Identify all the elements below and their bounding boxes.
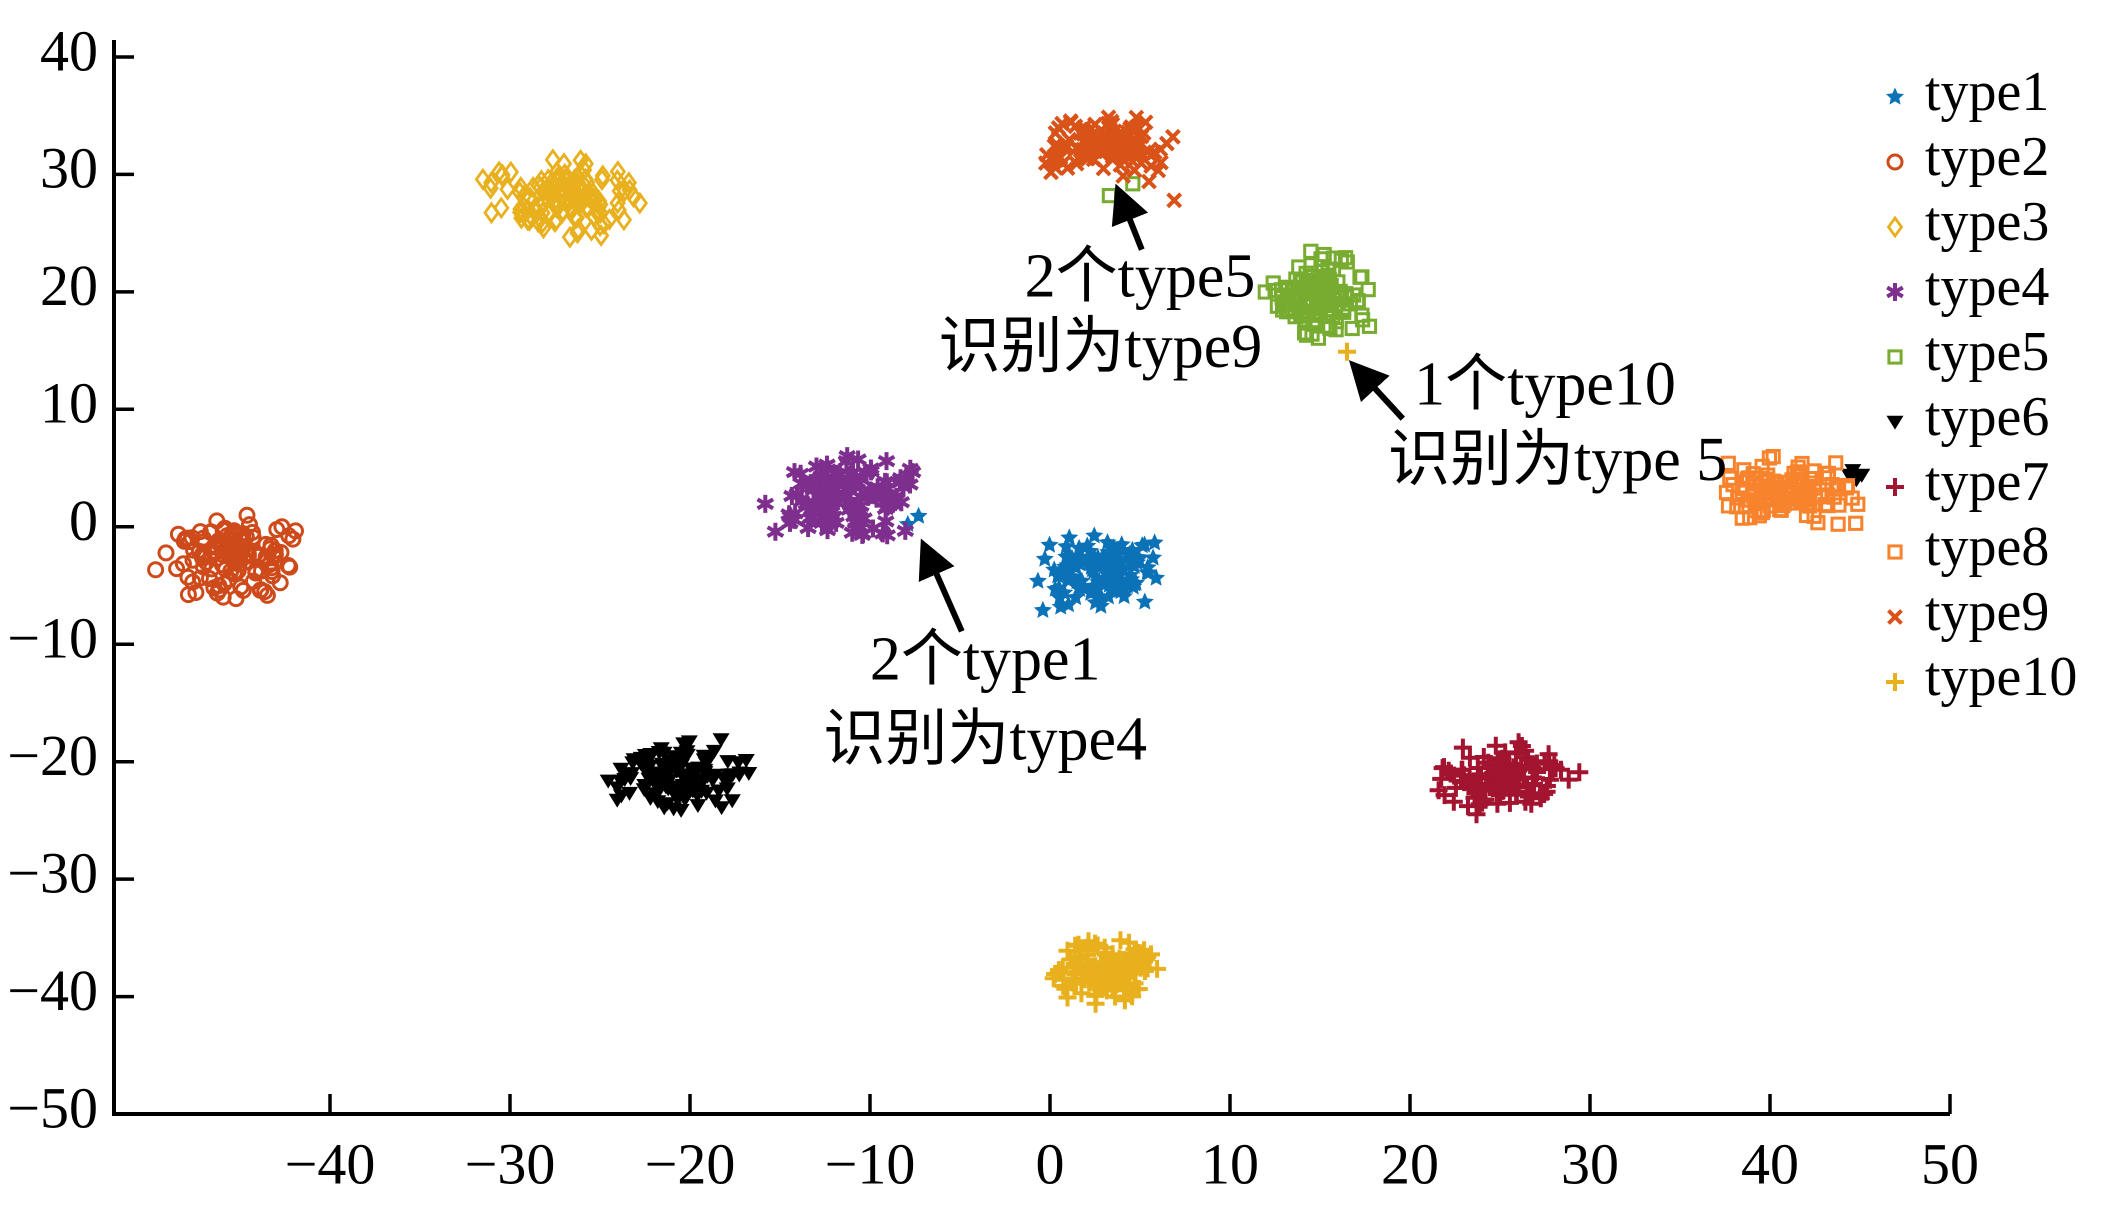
cluster-type2 (147, 506, 304, 608)
x-tick-label: 10 (1201, 1131, 1259, 1196)
cluster-type7 (1429, 733, 1589, 824)
annotation-text: 2个type1 (870, 626, 1101, 694)
ann-type10-as-type5: 1个type10 识别为type 5 (1348, 351, 1727, 494)
legend-item-type2: type2 (1886, 126, 2049, 188)
legend-label-type9: type9 (1925, 581, 2049, 643)
legend-label-type1: type1 (1925, 61, 2049, 123)
x-tick-label: 30 (1561, 1131, 1619, 1196)
y-tick-label: 10 (40, 371, 98, 436)
x-tick-label: 40 (1741, 1131, 1799, 1196)
cluster-type1 (898, 506, 1166, 618)
legend-item-type5: type5 (1887, 321, 2049, 383)
x-tick-label: 50 (1921, 1131, 1979, 1196)
legend-item-type10: type10 (1886, 646, 2077, 708)
annotation-arrow (1111, 183, 1149, 251)
annotation-arrow (1348, 360, 1406, 421)
legend-label-type2: type2 (1925, 126, 2049, 188)
legend-item-type1: type1 (1886, 61, 2049, 123)
legend-label-type3: type3 (1925, 191, 2049, 253)
x-tick-label: −30 (465, 1131, 556, 1196)
cluster-type8 (1718, 449, 1866, 532)
cluster-type6 (599, 464, 1871, 818)
legend-item-type9: type9 (1887, 581, 2049, 643)
y-tick-label: −50 (7, 1075, 98, 1140)
legend-item-type6: type6 (1886, 386, 2049, 448)
y-tick-label: 20 (40, 253, 98, 318)
annotation-text: 2个type5 (1025, 243, 1256, 311)
axis-spines (112, 40, 1950, 1116)
x-tick-label: −10 (825, 1131, 916, 1196)
y-tick-label: −40 (7, 958, 98, 1023)
legend-item-type3: type3 (1886, 191, 2049, 253)
annotation-text: 识别为type 5 (1388, 426, 1727, 494)
y-tick-label: −10 (7, 606, 98, 671)
y-tick-label: −30 (7, 840, 98, 905)
annotation-text: 1个type10 (1414, 351, 1676, 419)
y-tick-label: 40 (40, 18, 98, 83)
x-tick-label: 20 (1381, 1131, 1439, 1196)
legend-label-type4: type4 (1925, 256, 2049, 318)
legend: type1type2type3type4type5type6type7type8… (1886, 61, 2077, 708)
ann-type1-as-type4: 2个type1 识别为type4 (823, 538, 1147, 773)
cluster-type4 (756, 447, 922, 545)
legend-item-type7: type7 (1886, 451, 2049, 513)
y-tick-label: 30 (40, 136, 98, 201)
axes: −40 −30 −20 −10 0 10 20 30 40 50 −50 −40 −30 −20 −10 0 1… (7, 18, 1979, 1196)
x-tick-label: −20 (645, 1131, 736, 1196)
cluster-type3 (474, 148, 649, 249)
cluster-type10 (1044, 342, 1356, 1013)
annotation-text: 识别为type4 (823, 705, 1147, 773)
legend-label-type7: type7 (1925, 451, 2049, 513)
legend-item-type8: type8 (1887, 516, 2049, 578)
legend-label-type5: type5 (1925, 321, 2049, 383)
legend-item-type4: type4 (1886, 256, 2049, 318)
y-tick-label: 0 (69, 488, 98, 553)
legend-label-type10: type10 (1925, 646, 2077, 708)
legend-label-type8: type8 (1925, 516, 2049, 578)
annotation-text: 识别为type9 (939, 313, 1263, 381)
cluster-type9 (1037, 109, 1183, 209)
cluster-type5 (1101, 176, 1378, 346)
legend-label-type6: type6 (1925, 386, 2049, 448)
annotation-arrow (918, 538, 965, 633)
x-tick-label: 0 (1036, 1131, 1065, 1196)
x-tick-label: −40 (285, 1131, 376, 1196)
y-tick-label: −20 (7, 723, 98, 788)
